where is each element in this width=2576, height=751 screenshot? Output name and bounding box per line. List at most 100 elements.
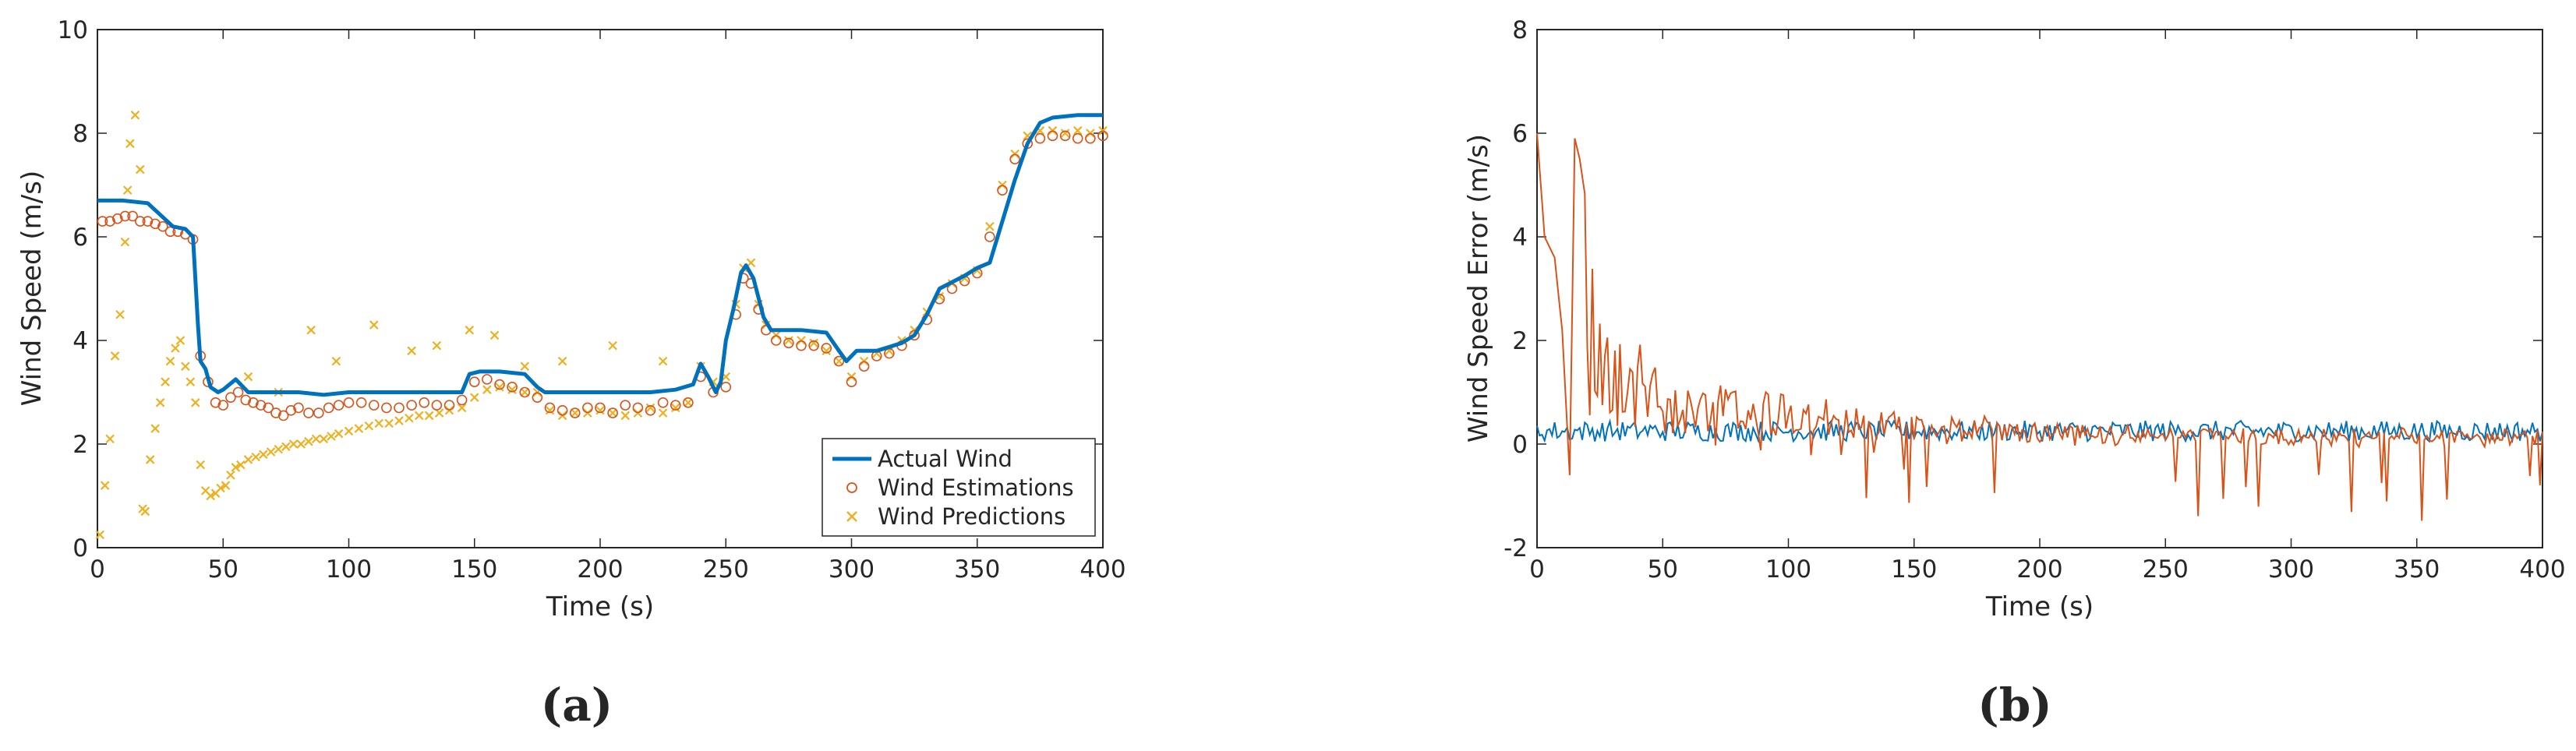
prediction-point — [482, 385, 492, 394]
prediction-point — [608, 408, 617, 418]
y-tick-label: 8 — [72, 120, 88, 148]
prediction-point — [545, 405, 555, 415]
estimation-point — [607, 407, 618, 418]
prediction-point — [495, 383, 504, 392]
chart-a: 0 50 100 150 200 250 300 350 400 0 2 4 6 8 10 Time (s… — [16, 16, 1126, 732]
prediction-point — [489, 330, 500, 340]
prediction-point — [658, 408, 668, 418]
prediction-point — [457, 403, 467, 413]
estimation-point — [494, 379, 505, 390]
prediction-point — [251, 452, 260, 462]
estimation-point — [632, 402, 644, 414]
prediction-point — [670, 403, 680, 413]
y-tick-label: 2 — [72, 431, 88, 459]
y-tick-label: 0 — [1512, 431, 1528, 459]
prediction-point — [334, 428, 344, 439]
prediction-point — [186, 377, 196, 386]
prediction-point — [196, 460, 206, 470]
prediction-point — [1072, 125, 1083, 136]
prediction-point — [327, 432, 336, 441]
prediction-point — [608, 340, 617, 351]
estimation-point — [1072, 132, 1083, 144]
estimation-point — [431, 400, 443, 411]
prediction-point — [311, 434, 321, 444]
chart-b-series — [1536, 132, 2543, 521]
prediction-point — [620, 411, 631, 421]
prediction-point — [369, 320, 379, 330]
prediction-point — [100, 481, 110, 490]
x-tick-label: 250 — [703, 555, 749, 584]
x-tick-label: 100 — [1765, 555, 1811, 584]
actual-wind-line — [97, 113, 1103, 397]
estimation-point — [419, 397, 430, 408]
prediction-point — [432, 340, 442, 351]
prediction-point — [354, 424, 364, 433]
estimation-point — [270, 407, 281, 418]
estimation-point — [569, 407, 581, 418]
chart-a-ylabel: Wind Speed (m/s) — [16, 171, 48, 406]
estimation-point — [770, 335, 782, 346]
chart-a-xlabel: Time (s) — [546, 591, 654, 622]
prediction-point — [319, 434, 329, 444]
legend-swatch-estimation — [846, 482, 857, 493]
prediction-point — [136, 164, 145, 175]
prediction-point — [415, 411, 424, 421]
x-tick-label: 100 — [326, 555, 372, 584]
estimation-point — [683, 397, 694, 408]
prediction-point — [394, 416, 404, 425]
estimation-point — [157, 220, 168, 232]
estimation-point — [119, 210, 131, 222]
x-tick-label: 50 — [1648, 555, 1678, 584]
estimation-point — [368, 400, 380, 411]
prediction-point — [243, 455, 253, 464]
prediction-point — [120, 237, 130, 247]
prediction-point — [304, 436, 313, 446]
prediction-point — [95, 530, 105, 540]
prediction-point — [520, 387, 530, 397]
estimation-point — [482, 374, 493, 385]
y-tick-label: 4 — [1512, 224, 1528, 252]
estimation-point — [1047, 130, 1058, 142]
chart-b-plot-area — [1536, 29, 2543, 548]
prediction-point — [140, 506, 150, 517]
prediction-point — [520, 361, 530, 372]
legend-box — [822, 438, 1096, 537]
prediction-point — [296, 439, 306, 449]
estimation-point — [1097, 130, 1108, 142]
prediction-point — [331, 356, 341, 366]
chart-a-y-ticks: 0 2 4 6 8 10 — [58, 16, 1103, 562]
estimation-point — [720, 382, 732, 393]
x-tick-label: 300 — [2268, 555, 2314, 584]
estimation-point — [217, 400, 229, 411]
prediction-point — [746, 258, 756, 268]
prediction-point — [834, 356, 844, 366]
x-tick-label: 200 — [577, 555, 623, 584]
prediction-point — [171, 344, 180, 353]
estimation-point — [582, 402, 593, 414]
estimation-point — [248, 397, 259, 408]
estimation-point — [277, 410, 289, 421]
x-tick-label: 0 — [1529, 555, 1545, 584]
x-tick-label: 400 — [2519, 555, 2565, 584]
y-tick-label: 4 — [72, 327, 88, 355]
estimation-point — [210, 397, 221, 408]
prediction-point — [645, 403, 655, 413]
prediction-point — [122, 185, 133, 195]
estimation-point — [519, 386, 531, 398]
prediction-point — [165, 356, 175, 366]
y-tick-label: 2 — [1512, 327, 1528, 355]
estimation-point — [468, 376, 480, 388]
prediction-point — [226, 471, 235, 480]
estimation-point — [1059, 130, 1071, 142]
prediction-point — [595, 405, 605, 415]
legend-swatch-prediction — [846, 511, 857, 522]
estimation-point — [808, 340, 819, 351]
estimation-point — [127, 210, 138, 222]
x-tick-label: 0 — [90, 555, 105, 584]
x-tick-label: 200 — [2016, 555, 2062, 584]
estimation-point — [232, 386, 244, 398]
prediction-point — [190, 398, 200, 407]
prediction-point — [221, 481, 231, 490]
y-tick-label: 6 — [1512, 120, 1528, 148]
